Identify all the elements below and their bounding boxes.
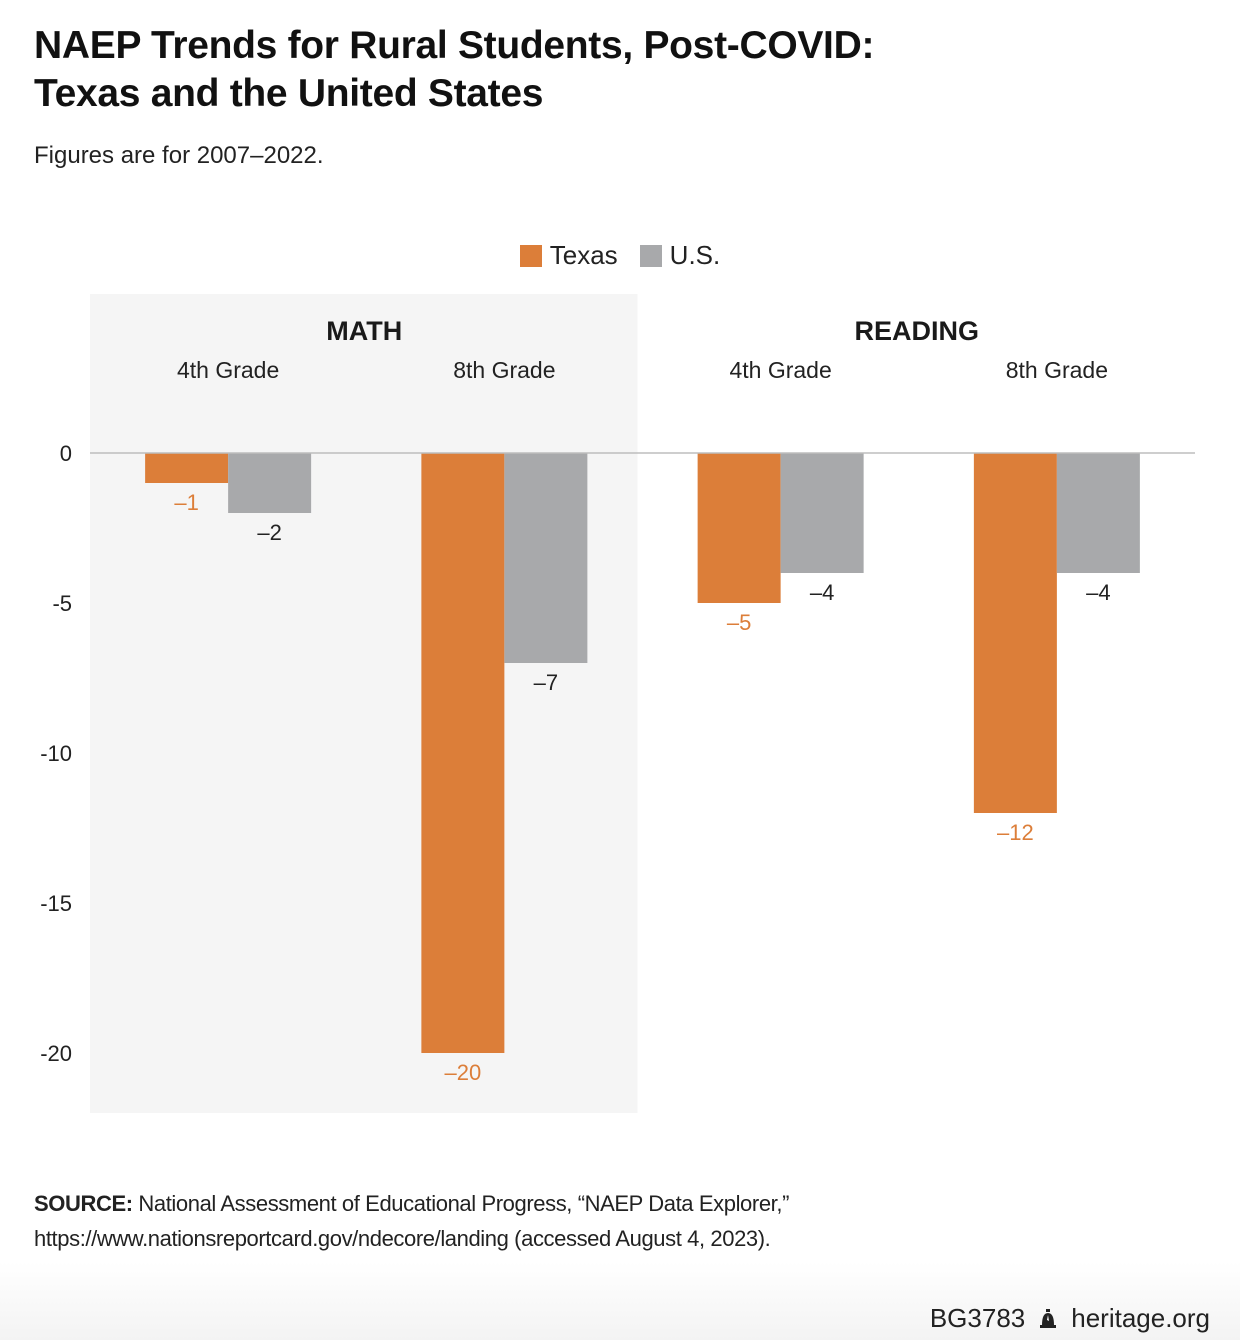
group-background-math [90,294,638,1113]
source-text: National Assessment of Educational Progr… [34,1191,790,1251]
data-label: –20 [445,1060,482,1085]
bar-us [780,453,864,573]
legend-swatch-texas [519,244,542,267]
category-label: 4th Grade [729,357,831,383]
legend-label-texas: Texas [549,240,618,270]
y-tick-label: 0 [60,441,72,466]
category-label: 8th Grade [1006,357,1108,383]
bar-chart: MATH 4th Grade 8th Grade READING 4th Grade 8t… [40,294,1195,1113]
y-tick-label: -20 [40,1041,72,1066]
legend: Texas U.S. [0,240,1240,271]
data-label: –7 [534,670,558,695]
source-label: SOURCE: [34,1191,133,1216]
category-label: 4th Grade [177,357,279,383]
bar-us [1056,453,1140,573]
bar-us [228,453,312,513]
data-label: –1 [174,490,198,515]
footer-band [0,1262,1240,1340]
y-tick-label: -10 [40,741,72,766]
title-line-2: Texas and the United States [34,72,544,115]
group-title-reading: READING [854,316,979,346]
y-tick-label: -15 [40,891,72,916]
group-title-math: MATH [326,316,402,346]
footer-site: heritage.org [1071,1303,1210,1333]
bar-texas [973,453,1057,813]
title-line-1: NAEP Trends for Rural Students, Post-COV… [34,24,875,67]
data-label: –4 [810,580,834,605]
legend-item-texas: Texas [519,240,618,271]
bar-texas [697,453,781,603]
data-label: –4 [1086,580,1110,605]
data-label: –2 [257,520,281,545]
bar-texas [421,453,505,1053]
legend-swatch-us [639,244,662,267]
source-note: SOURCE: National Assessment of Education… [34,1186,1214,1256]
legend-item-us: U.S. [639,240,721,271]
chart-subtitle: Figures are for 2007–2022. [34,142,324,169]
bar-texas [145,453,229,483]
legend-label-us: U.S. [669,240,721,270]
footer-code: BG3783 [929,1303,1026,1333]
category-label: 8th Grade [453,357,555,383]
y-tick-label: -5 [52,591,72,616]
chart-title: NAEP Trends for Rural Students, Post-COV… [34,22,1214,118]
data-label: –12 [997,820,1034,845]
data-label: –5 [727,610,751,635]
footer: BG3783 heritage.org [930,1303,1210,1334]
liberty-bell-icon [1040,1308,1057,1328]
bar-us [504,453,588,663]
